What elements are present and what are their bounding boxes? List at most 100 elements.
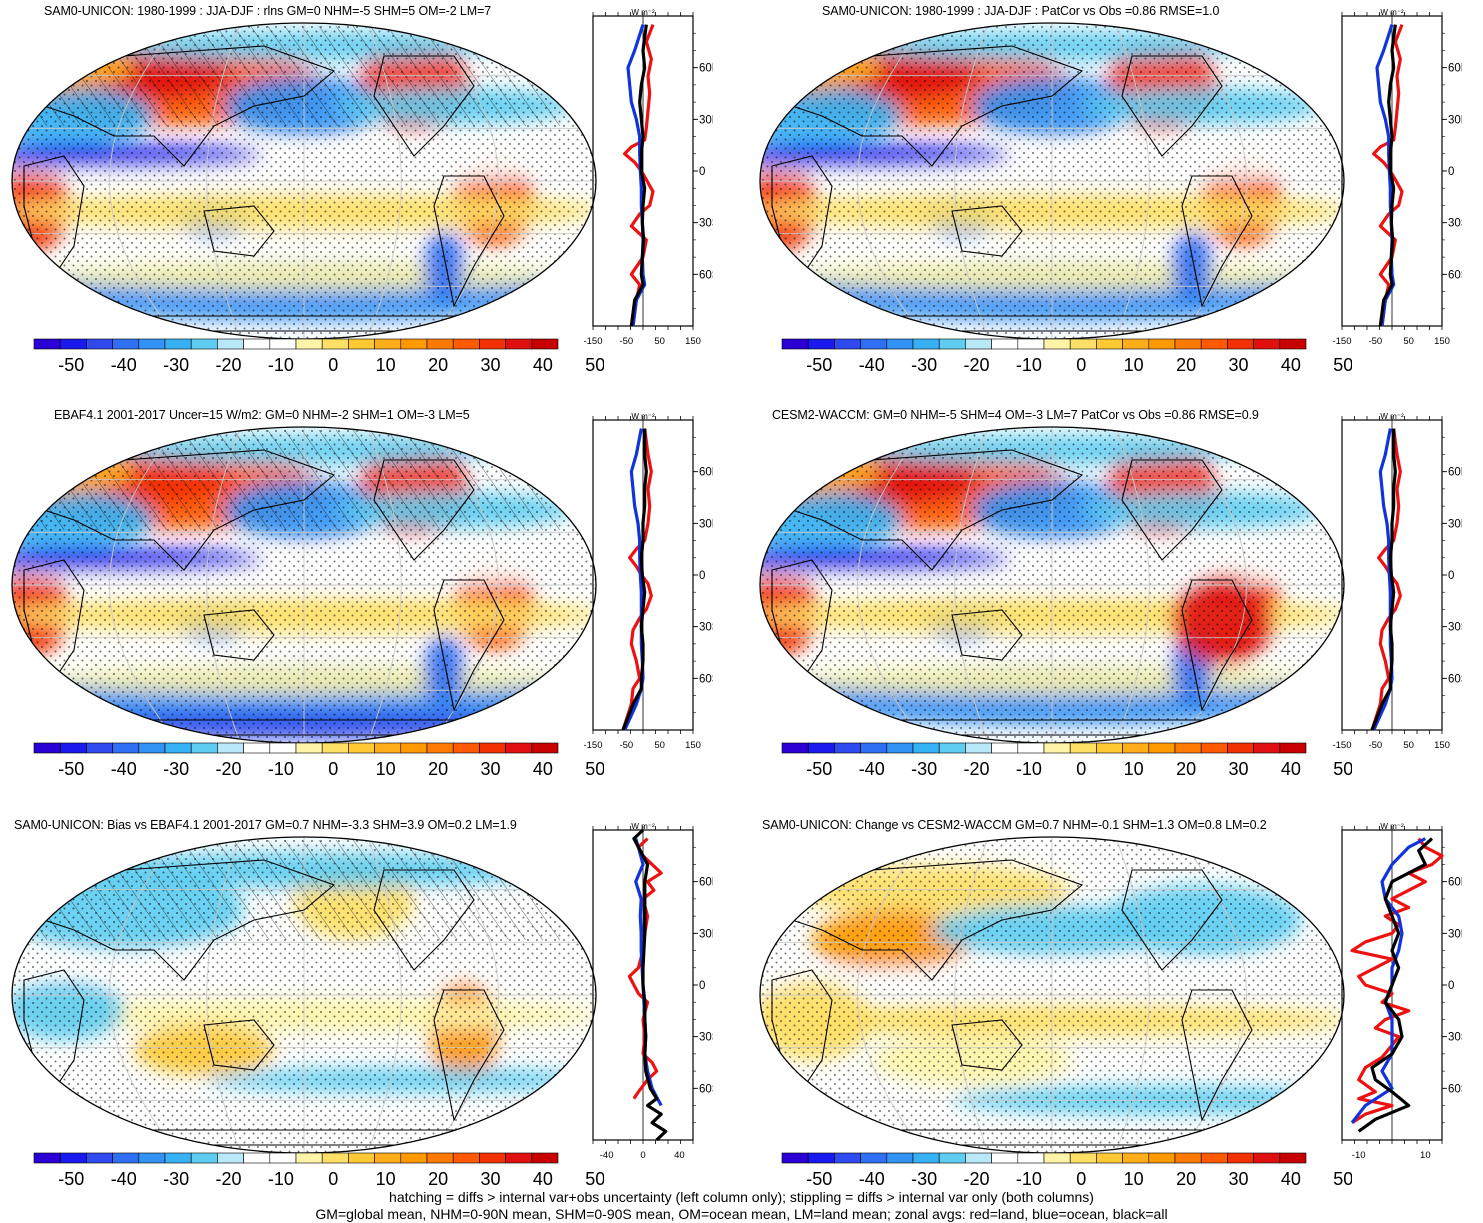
lat-label: 0 [699, 166, 705, 178]
colorbar-label: -30 [163, 759, 189, 779]
colorbar-swatch [965, 742, 992, 754]
colorbar-swatch [321, 1152, 349, 1164]
colorbar-label: 0 [328, 1169, 338, 1189]
colorbar-swatch [1069, 742, 1097, 754]
series-ocean [634, 838, 663, 1107]
colorbar-swatch [505, 1152, 533, 1164]
colorbar-swatch [86, 742, 113, 754]
colorbar-swatch [295, 338, 323, 350]
panel-2: SAM0-UNICON: 1980-1999 : JJA-DJF : PatCo… [752, 0, 1352, 380]
colorbar-label: 10 [376, 355, 396, 375]
colorbar-swatch [1043, 338, 1071, 350]
colorbar-label: -50 [58, 355, 84, 375]
colorbar-swatch [531, 1152, 559, 1164]
colorbar-swatch [243, 1152, 271, 1164]
colorbar-swatch [33, 742, 61, 754]
colorbar-label: 30 [1228, 355, 1248, 375]
colorbar-swatch [1069, 338, 1097, 350]
lat-label: 60N [1448, 63, 1462, 75]
lat-label: 30N [1448, 518, 1462, 530]
footer-note-2: GM=global mean, NHM=0-90N mean, SHM=0-90… [315, 1206, 1168, 1222]
colorbar-swatch [190, 742, 218, 754]
colorbar-swatch [217, 338, 244, 350]
colorbar-label: 20 [428, 355, 448, 375]
colorbar-label: 50 [1333, 759, 1352, 779]
colorbar-label: 50 [585, 1169, 604, 1189]
colorbar-swatch [452, 338, 480, 350]
zonal-plot: W m⁻² 60N 30N 0 30S 60S -150 -50 50 150 [583, 8, 713, 347]
coastline [43, 449, 336, 571]
panel-4: CESM2-WACCM: GM=0 NHM=-5 SHM=4 OM=-3 LM=… [752, 404, 1352, 784]
colorbar-swatch [505, 742, 533, 754]
x-tick-label: -150 [583, 740, 602, 751]
lat-label: 30S [1448, 218, 1462, 230]
colorbar-swatch [991, 742, 1019, 754]
colorbar-swatch [190, 338, 218, 350]
colorbar-label: 40 [1281, 759, 1301, 779]
colorbar-swatch [374, 338, 402, 350]
colorbar-swatch [860, 338, 888, 350]
colorbar-label: 10 [376, 759, 396, 779]
colorbar-label: 20 [1176, 1169, 1196, 1189]
colorbar-swatch [112, 338, 140, 350]
unit-label: W m⁻² [631, 8, 655, 17]
colorbar-swatch [164, 338, 192, 350]
colorbar-label: -30 [163, 355, 189, 375]
colorbar-swatch [138, 338, 166, 350]
colorbar-label: -30 [163, 1169, 189, 1189]
x-tick-label: -150 [583, 336, 602, 347]
lat-label: 60N [1448, 467, 1462, 479]
colorbar-label: -20 [963, 1169, 989, 1189]
colorbar-swatch [426, 1152, 454, 1164]
colorbar-label: -30 [911, 355, 937, 375]
colorbar-swatch [452, 742, 480, 754]
lat-label: 30S [1448, 622, 1462, 634]
series-ocean [626, 24, 647, 327]
colorbar-label: -10 [268, 759, 294, 779]
panel-title: EBAF4.1 2001-2017 Uncer=15 W/m2: GM=0 NH… [54, 408, 470, 422]
robinson-map [759, 836, 1345, 1154]
lat-label: 60N [699, 63, 713, 75]
series-all [621, 428, 648, 731]
colorbar-swatch [86, 1152, 113, 1164]
colorbar-swatch [1227, 742, 1254, 754]
colorbar-label: -30 [911, 1169, 937, 1189]
colorbar-swatch [217, 1152, 244, 1164]
colorbar-swatch [834, 338, 861, 350]
panel-title: CESM2-WACCM: GM=0 NHM=-5 SHM=4 OM=-3 LM=… [772, 408, 1259, 422]
colorbar-swatch [1122, 1152, 1150, 1164]
colorbar-label: 50 [585, 759, 604, 779]
colorbar-swatch [374, 1152, 402, 1164]
colorbar-label: 40 [533, 1169, 553, 1189]
series-ocean [1375, 24, 1396, 327]
lat-label: 30S [699, 218, 713, 230]
colorbar-label: -30 [911, 759, 937, 779]
colorbar-swatch [1096, 338, 1123, 350]
colorbar-label: -20 [215, 1169, 241, 1189]
colorbar-swatch [531, 742, 559, 754]
colorbar-swatch [400, 1152, 428, 1164]
x-tick-label: 50 [654, 740, 665, 751]
coastline [373, 869, 475, 971]
colorbar-swatch [781, 742, 809, 754]
robinson-map [759, 22, 1345, 340]
series-ocean [1350, 837, 1427, 1124]
colorbar-swatch [912, 338, 940, 350]
colorbar-label: -40 [859, 1169, 885, 1189]
colorbar-label: -50 [58, 1169, 84, 1189]
colorbar-label: -20 [963, 759, 989, 779]
coastline [1121, 459, 1223, 561]
x-tick-label: 150 [1434, 740, 1450, 751]
coastline [791, 45, 1084, 167]
colorbar-label: 0 [1076, 1169, 1086, 1189]
colorbar: -50 -40 -30 -20 -10 0 10 20 30 40 50 [781, 1152, 1352, 1189]
series-land [627, 837, 663, 1100]
colorbar-swatch [59, 742, 87, 754]
colorbar-label: 10 [376, 1169, 396, 1189]
coastline [771, 559, 833, 681]
x-tick-label: 150 [685, 336, 701, 347]
colorbar-swatch [400, 338, 428, 350]
colorbar-swatch [426, 742, 454, 754]
robinson-map [759, 426, 1345, 744]
colorbar-label: 50 [585, 355, 604, 375]
